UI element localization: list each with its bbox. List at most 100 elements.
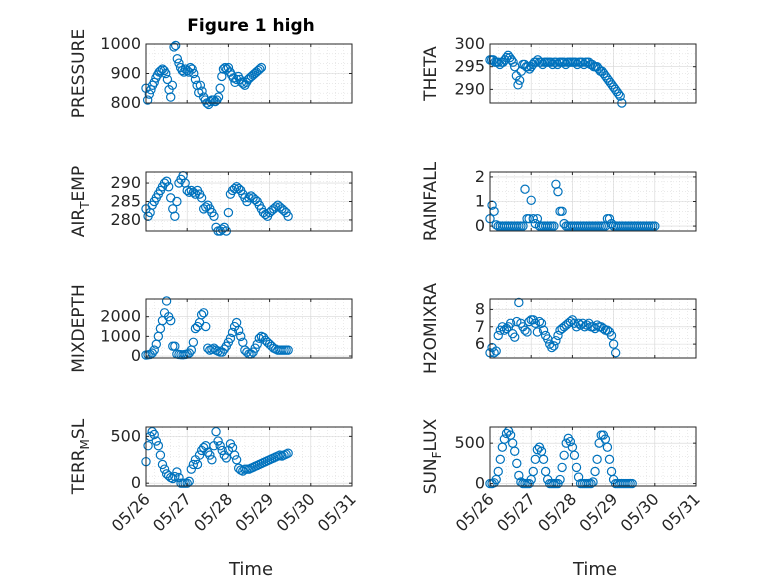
data-point: [606, 466, 617, 477]
data-point: [170, 471, 180, 482]
data-point: [524, 316, 534, 327]
data-point: [186, 464, 197, 474]
data-point: [143, 441, 153, 451]
data-point: [559, 450, 569, 460]
subplot-4: 0 1 2 RAINFALL: [421, 161, 697, 241]
data-point: [223, 207, 234, 218]
data-point: [254, 333, 264, 344]
x-tick-label: 05/28: [190, 489, 236, 535]
x-tick-label: 05/28: [534, 489, 580, 535]
data-point: [203, 447, 213, 457]
y-axis-label: SUNFLUX: [421, 418, 444, 494]
data-point: [523, 61, 533, 72]
y-tick-label: 290: [454, 79, 485, 98]
data-point: [522, 327, 532, 337]
x-tick-label: 05/26: [108, 489, 154, 535]
y-tick-label: 6: [475, 334, 485, 353]
x-tick-label: 05/31: [658, 489, 704, 535]
data-point: [526, 195, 536, 205]
data-point: [162, 74, 173, 85]
data-point: [207, 455, 217, 465]
y-tick-label: 0: [475, 474, 485, 493]
x-tick-label: 05/30: [273, 489, 319, 535]
data-point: [534, 316, 545, 327]
data-point: [205, 450, 215, 460]
data-point: [514, 75, 525, 86]
data-point: [590, 466, 600, 477]
y-tick-label: 7: [475, 317, 485, 336]
data-point: [153, 441, 164, 451]
data-point: [570, 57, 581, 67]
y-tick-label: 285: [110, 192, 141, 211]
data-point: [283, 211, 293, 221]
data-point: [532, 444, 543, 455]
data-point: [532, 327, 543, 337]
data-point: [184, 348, 194, 358]
data-point: [233, 325, 244, 336]
data-point: [557, 206, 567, 217]
y-axis-label-rest: EMP: [69, 166, 89, 202]
data-point: [236, 331, 246, 342]
data-point: [151, 436, 161, 446]
data-point: [512, 458, 522, 469]
data-point: [229, 450, 240, 460]
y-tick-label: 295: [454, 57, 485, 76]
data-point: [497, 442, 508, 452]
data-point: [518, 221, 528, 231]
data-point: [161, 68, 171, 79]
y-axis-label: AIRTEMP: [69, 166, 92, 237]
y-tick-label: 300: [454, 34, 485, 53]
data-point: [166, 92, 176, 102]
y-tick-label: 500: [454, 433, 485, 452]
y-axis-label: RAINFALL: [421, 161, 441, 241]
y-axis-label-main: SUN: [421, 458, 441, 494]
y-tick-label: 280: [110, 210, 141, 229]
data-point: [149, 429, 159, 440]
data-point: [209, 211, 219, 221]
data-point: [491, 346, 501, 356]
data-point: [188, 337, 199, 347]
data-point: [510, 332, 520, 342]
data-point: [194, 450, 205, 460]
data-point: [577, 57, 587, 67]
data-point: [549, 341, 559, 351]
data-point: [229, 183, 240, 194]
data-point: [528, 214, 538, 224]
data-point: [252, 339, 262, 349]
data-point: [540, 466, 551, 477]
data-point: [565, 436, 576, 447]
data-point: [182, 478, 192, 488]
data-point: [501, 52, 512, 63]
y-tick-label: 1000: [100, 326, 141, 345]
axes-box: [489, 426, 697, 487]
data-point: [514, 297, 524, 308]
data-point: [159, 464, 170, 474]
data-point: [557, 462, 567, 473]
subplot-6: 678 H2OMIXRA: [421, 283, 697, 374]
data-point: [592, 454, 602, 465]
data-point: [172, 196, 182, 207]
x-tick-label: 05/30: [617, 489, 663, 535]
data-point: [201, 321, 211, 332]
data-point: [495, 454, 505, 465]
y-axis-label-subscript: T: [78, 201, 92, 210]
y-axis-label-rest: SL: [69, 418, 89, 439]
y-axis-label-rest: LUX: [421, 418, 441, 451]
data-point: [170, 40, 181, 51]
data-point: [256, 62, 267, 73]
x-tick-label: 05/29: [231, 489, 277, 535]
data-point: [551, 335, 561, 346]
data-point: [536, 318, 547, 328]
data-point: [520, 325, 530, 335]
data-point: [253, 65, 263, 76]
data-point: [213, 436, 223, 446]
data-point: [196, 310, 207, 320]
data-point: [161, 296, 172, 306]
data-point: [192, 459, 203, 470]
y-axis-label: H2OMIXRA: [421, 283, 441, 374]
